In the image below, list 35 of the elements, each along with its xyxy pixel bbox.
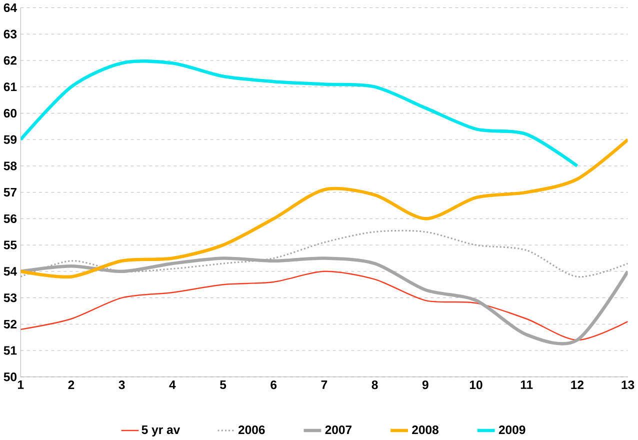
x-tick-label: 2 bbox=[68, 380, 74, 390]
y-tick-label: 61 bbox=[4, 82, 17, 92]
y-tick-label: 62 bbox=[4, 56, 17, 65]
x-tick-label: 11 bbox=[520, 380, 533, 390]
legend-label: 5 yr av bbox=[142, 426, 180, 437]
x-tick-label: 13 bbox=[622, 380, 634, 390]
x-tick-label: 3 bbox=[118, 380, 125, 390]
x-tick-label: 10 bbox=[470, 380, 482, 390]
y-tick-label: 51 bbox=[4, 346, 17, 355]
y-tick-label: 55 bbox=[4, 240, 17, 250]
line-series bbox=[20, 138, 628, 279]
x-tick-label: 5 bbox=[220, 380, 226, 390]
legend-label: 2009 bbox=[498, 426, 526, 434]
y-tick-label: 57 bbox=[4, 188, 16, 197]
y-tick-label: 56 bbox=[4, 214, 17, 224]
legend-label: 2006 bbox=[238, 426, 265, 434]
y-tick-label: 52 bbox=[4, 320, 17, 329]
y-tick-label: 50 bbox=[4, 372, 17, 382]
y-tick-label: 58 bbox=[4, 162, 17, 170]
x-tick-label: 1 bbox=[18, 380, 24, 390]
y-tick-label: 63 bbox=[4, 30, 17, 39]
y-tick-label: 60 bbox=[4, 109, 17, 118]
y-tick-label: 53 bbox=[4, 294, 17, 302]
y-tick-label: 64 bbox=[4, 4, 17, 12]
y-tick-label: 59 bbox=[4, 135, 17, 144]
x-tick-label: 6 bbox=[270, 380, 277, 390]
x-tick-label: 7 bbox=[321, 380, 328, 390]
legend-label: 2007 bbox=[325, 426, 352, 434]
x-tick-label: 12 bbox=[571, 380, 584, 390]
y-tick-label: 54 bbox=[4, 267, 17, 276]
legend-label: 2008 bbox=[412, 426, 438, 434]
x-tick-label: 8 bbox=[372, 380, 378, 390]
x-tick-label: 4 bbox=[169, 380, 176, 390]
x-tick-label: 9 bbox=[422, 380, 428, 390]
line-series bbox=[20, 270, 628, 341]
